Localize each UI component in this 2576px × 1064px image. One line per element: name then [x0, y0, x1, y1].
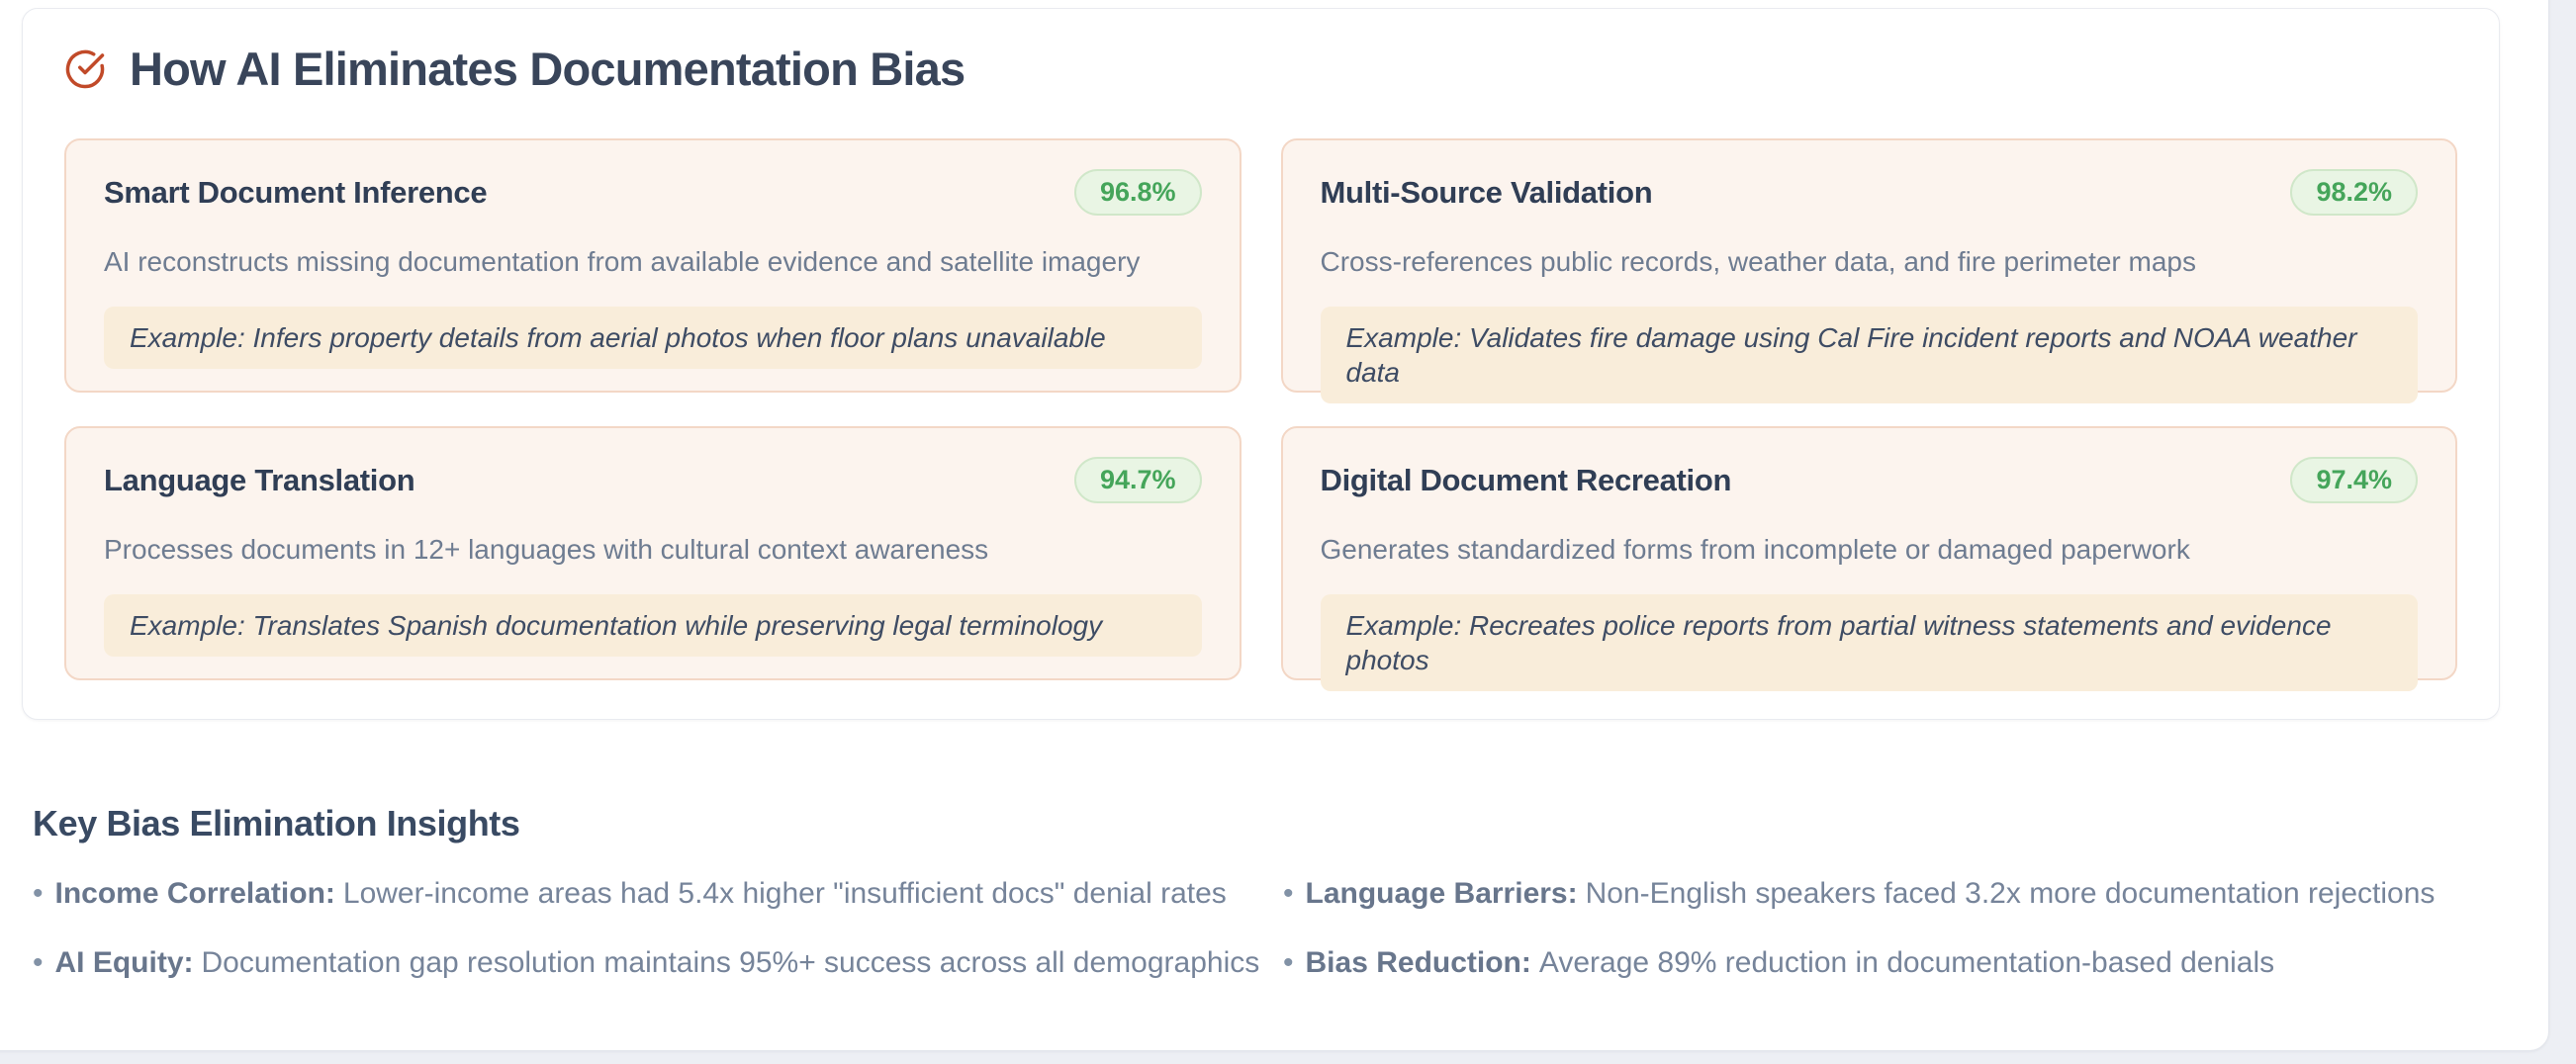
method-title: Smart Document Inference	[104, 174, 488, 210]
method-description: Cross-references public records, weather…	[1320, 245, 2197, 277]
bullet-icon: •	[1283, 946, 1294, 979]
method-card-smart-document-inference: Smart Document Inference 96.8% AI recons…	[64, 138, 1242, 394]
method-description: AI reconstructs missing documentation fr…	[104, 245, 1141, 277]
method-example: Example: Validates fire damage using Cal…	[1320, 306, 2418, 403]
insight-text: Lower-income areas had 5.4x higher "insu…	[342, 877, 1227, 910]
method-card-multi-source-validation: Multi-Source Validation 98.2% Cross-refe…	[1280, 138, 2457, 403]
method-title: Language Translation	[104, 462, 415, 497]
method-card-header: Language Translation 94.7%	[104, 457, 1202, 503]
method-title: Multi-Source Validation	[1320, 174, 1653, 210]
method-card-header: Multi-Source Validation 98.2%	[1320, 169, 2418, 216]
accuracy-badge: 97.4%	[2290, 457, 2418, 503]
bullet-icon: •	[33, 877, 44, 910]
insights-section: Key Bias Elimination Insights • Income Co…	[33, 803, 2518, 985]
method-example: Example: Translates Spanish documentatio…	[104, 593, 1202, 657]
method-example: Example: Recreates police reports from p…	[1320, 593, 2418, 691]
insight-label: AI Equity:	[54, 946, 194, 979]
insight-label: Language Barriers:	[1305, 877, 1578, 910]
method-description: Processes documents in 12+ languages wit…	[104, 533, 989, 565]
accuracy-badge: 94.7%	[1073, 457, 1202, 503]
method-title: Digital Document Recreation	[1320, 462, 1732, 497]
page-title: How AI Eliminates Documentation Bias	[130, 43, 966, 95]
method-card-header: Digital Document Recreation 97.4%	[1320, 457, 2418, 503]
methods-header: How AI Eliminates Documentation Bias	[64, 44, 2457, 93]
insight-text: Non-English speakers faced 3.2x more doc…	[1585, 877, 2436, 910]
bullet-icon: •	[1283, 877, 1294, 910]
method-cards-grid: Smart Document Inference 96.8% AI recons…	[64, 138, 2457, 691]
ai-methods-card: How AI Eliminates Documentation Bias Sma…	[22, 8, 2500, 720]
insight-text: Average 89% reduction in documentation-b…	[1538, 946, 2275, 979]
method-card-digital-document-recreation: Digital Document Recreation 97.4% Genera…	[1280, 426, 2457, 691]
accuracy-badge: 96.8%	[1073, 169, 1202, 216]
insight-item-income-correlation: • Income Correlation: Lower-income areas h…	[33, 872, 1267, 916]
insight-label: Income Correlation:	[54, 877, 335, 910]
method-description: Generates standardized forms from incomp…	[1320, 533, 2190, 565]
insight-item-bias-reduction: • Bias Reduction: Average 89% reduction in…	[1283, 941, 2518, 985]
insight-label: Bias Reduction:	[1305, 946, 1531, 979]
method-card-language-translation: Language Translation 94.7% Processes doc…	[64, 426, 1242, 681]
insight-text: Documentation gap resolution maintains 9…	[201, 946, 1260, 979]
method-card-header: Smart Document Inference 96.8%	[104, 169, 1202, 216]
check-circle-icon	[65, 49, 105, 88]
insights-heading: Key Bias Elimination Insights	[33, 803, 520, 843]
insight-item-ai-equity: • AI Equity: Documentation gap resolution …	[33, 941, 1267, 985]
accuracy-badge: 98.2%	[2290, 169, 2418, 216]
method-example: Example: Infers property details from ae…	[104, 306, 1202, 369]
insight-item-language-barriers: • Language Barriers: Non-English speakers …	[1283, 872, 2518, 916]
bullet-icon: •	[33, 946, 44, 979]
insights-list: • Income Correlation: Lower-income areas h…	[33, 872, 2518, 985]
